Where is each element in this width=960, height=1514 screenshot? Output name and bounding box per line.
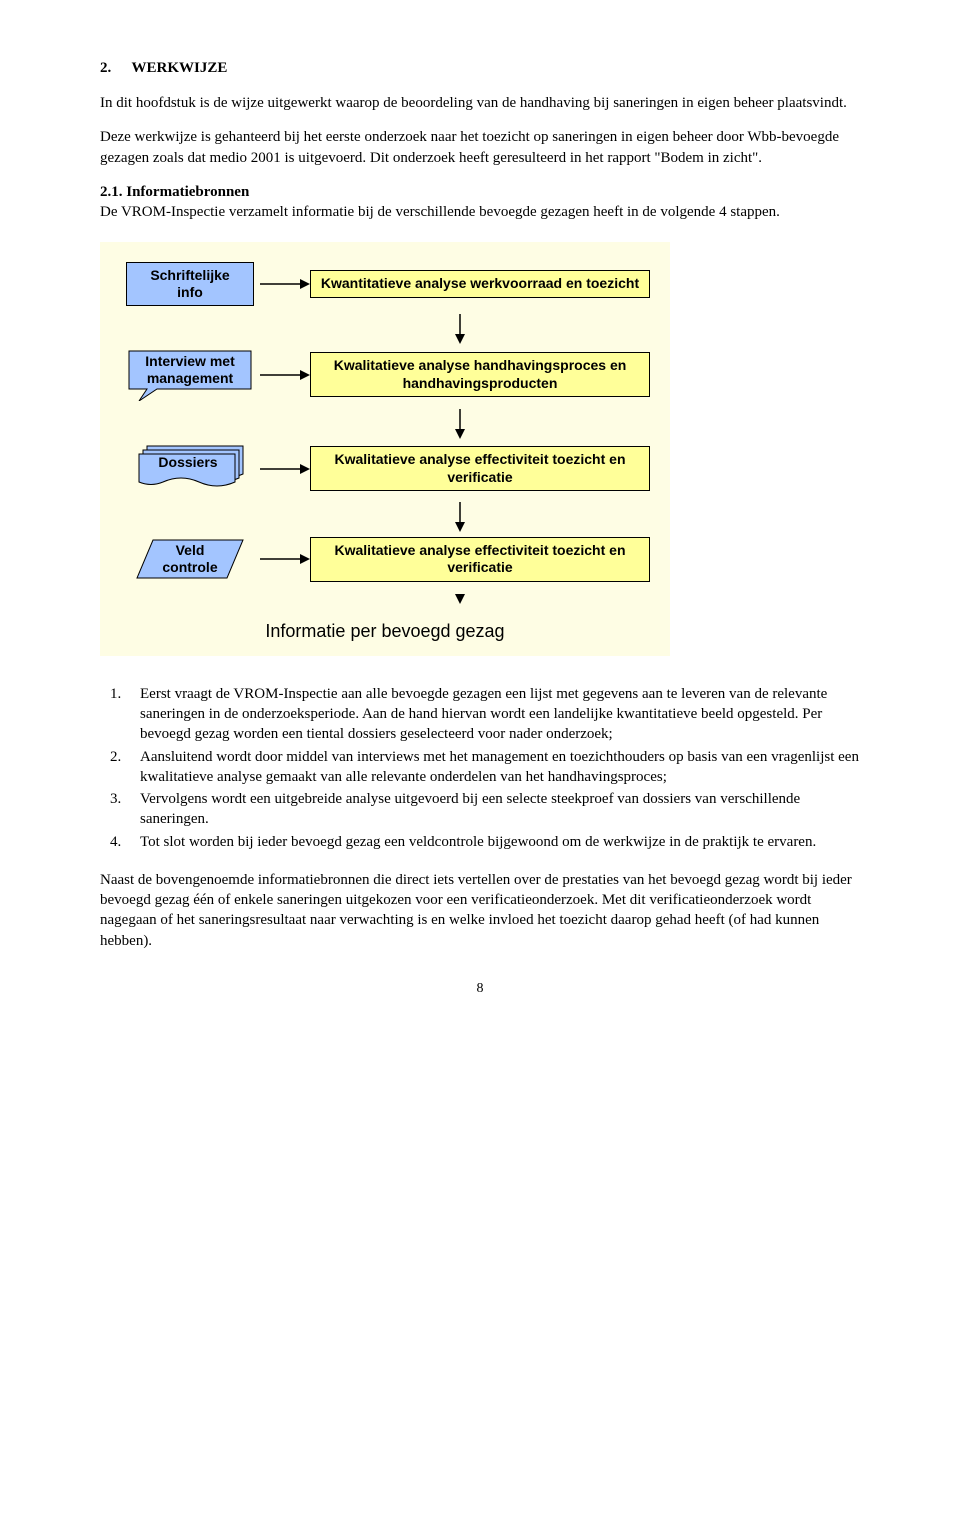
page-number: 8	[100, 981, 860, 997]
diagram-row-3: Dossiers Kwalitatieve analyse effectivit…	[120, 444, 650, 494]
subsection-title: Informatiebronnen	[126, 184, 249, 200]
diagram-bottom-label: Informatie per bevoegd gezag	[120, 621, 650, 642]
list-text-3: Vervolgens wordt een uitgebreide analyse…	[140, 789, 860, 830]
input-interview: Interview met management	[127, 349, 253, 401]
input-dossiers-label: Dossiers	[143, 454, 233, 470]
arrow-down-icon	[310, 409, 610, 444]
input-schriftelijke-line2: info	[177, 284, 203, 300]
numbered-list: 1. Eerst vraagt de VROM-Inspectie aan al…	[100, 684, 860, 852]
section-heading: 2. WERKWIJZE	[100, 60, 860, 77]
diagram-row-2: Interview met management Kwalitatieve an…	[120, 349, 650, 401]
process-box-2: Kwalitatieve analyse handhavingsproces e…	[310, 352, 650, 397]
input-interview-line1: Interview met	[145, 353, 234, 369]
list-number: 3.	[100, 789, 140, 830]
list-text-4: Tot slot worden bij ieder bevoegd gezag …	[140, 832, 816, 852]
input-veld: Veld controle	[135, 538, 245, 580]
process-box-3: Kwalitatieve analyse effectiviteit toezi…	[310, 446, 650, 491]
list-number: 1.	[100, 684, 140, 745]
list-number: 4.	[100, 832, 140, 852]
list-text-1: Eerst vraagt de VROM-Inspectie aan alle …	[140, 684, 860, 745]
diagram-row-1: Schriftelijke info Kwantitatieve analyse…	[120, 262, 650, 306]
intro-paragraph-1: In dit hoofdstuk is de wijze uitgewerkt …	[100, 93, 860, 113]
arrow-right-icon	[260, 462, 310, 476]
section-number: 2.	[100, 60, 128, 77]
input-schriftelijke-line1: Schriftelijke	[150, 267, 229, 283]
subsection-heading: 2.1. Informatiebronnen De VROM-Inspectie…	[100, 182, 860, 223]
arrow-right-icon	[260, 277, 310, 291]
subsection-text: De VROM-Inspectie verzamelt informatie b…	[100, 204, 780, 220]
process-box-1: Kwantitatieve analyse werkvoorraad en to…	[310, 270, 650, 298]
input-veld-line1: Veld	[176, 542, 205, 558]
closing-paragraph: Naast de bovengenoemde informatiebronnen…	[100, 870, 860, 951]
subsection-number: 2.1.	[100, 184, 123, 200]
arrow-right-icon	[260, 552, 310, 566]
input-dossiers: Dossiers	[135, 444, 245, 494]
list-item: 3. Vervolgens wordt een uitgebreide anal…	[100, 789, 860, 830]
list-item: 1. Eerst vraagt de VROM-Inspectie aan al…	[100, 684, 860, 745]
arrow-down-icon	[310, 590, 610, 617]
input-veld-line2: controle	[162, 559, 217, 575]
list-text-2: Aansluitend wordt door middel van interv…	[140, 747, 860, 788]
intro-paragraph-2: Deze werkwijze is gehanteerd bij het eer…	[100, 127, 860, 168]
arrow-right-icon	[260, 368, 310, 382]
section-title: WERKWIJZE	[131, 60, 227, 76]
input-schriftelijke: Schriftelijke info	[126, 262, 254, 306]
list-number: 2.	[100, 747, 140, 788]
input-interview-line2: management	[147, 370, 233, 386]
list-item: 2. Aansluitend wordt door middel van int…	[100, 747, 860, 788]
arrow-down-icon	[310, 314, 610, 349]
process-box-4: Kwalitatieve analyse effectiviteit toezi…	[310, 537, 650, 582]
diagram-row-4: Veld controle Kwalitatieve analyse effec…	[120, 537, 650, 582]
list-item: 4. Tot slot worden bij ieder bevoegd gez…	[100, 832, 860, 852]
arrow-down-icon	[310, 502, 610, 537]
flow-diagram: Schriftelijke info Kwantitatieve analyse…	[100, 242, 670, 656]
